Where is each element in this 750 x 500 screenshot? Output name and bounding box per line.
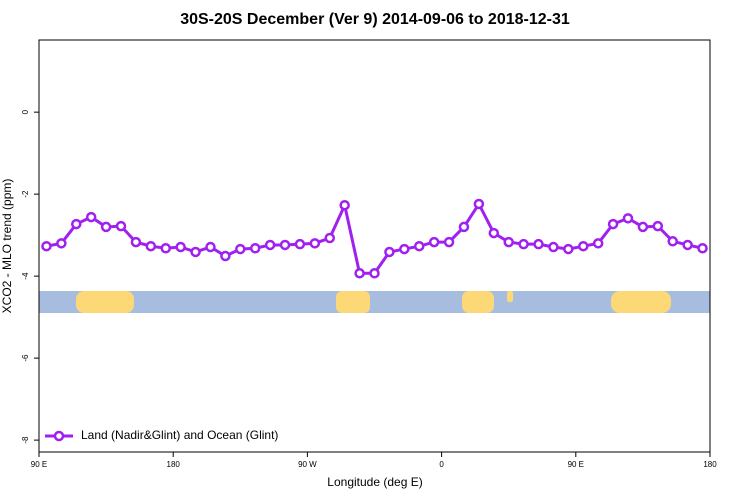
data-point [697,243,708,254]
plot-frame [38,39,711,453]
land-ocean-strip [39,291,710,313]
data-point [41,240,52,252]
data-point [667,236,678,247]
data-point [71,218,82,230]
chart-title: 30S-20S December (Ver 9) 2014-09-06 to 2… [180,11,570,28]
land-area [76,291,134,313]
data-point [324,232,336,244]
x-tick-label: 180 [703,460,717,469]
y-axis-label: XCO2 - MLO trend (ppm) [0,179,14,314]
data-point [85,211,97,223]
data-point [294,238,306,250]
y-tick-label: -6 [21,354,30,362]
data-point [175,241,186,253]
data-point [220,250,231,262]
data-point [458,221,470,233]
y-tick-label: -8 [21,436,30,444]
y-tick-label: 0 [21,109,30,114]
data-point [578,240,589,252]
x-tick-label: 90 W [298,460,317,469]
data-point [637,221,649,233]
data-point [622,213,634,224]
data-point [473,198,485,210]
data-point [533,238,544,250]
data-point [488,227,500,239]
x-tick-label: 90 E [568,460,584,469]
data-point [428,236,440,248]
data-point [115,220,127,232]
data-point [235,243,246,255]
x-tick-label: 180 [167,460,181,469]
data-point [249,243,261,254]
series-line [46,200,703,275]
x-tick-label: 90 E [31,460,47,469]
legend-label: Land (Nadir&Glint) and Ocean (Glint) [81,428,278,442]
data-point [145,240,157,252]
data-point [548,241,559,253]
data-point [592,238,604,249]
data-point [413,240,425,252]
ocean-band [39,291,710,313]
data-point [279,239,291,251]
y-tick-label: -2 [21,190,30,198]
data-point [264,239,276,251]
y-tick-label: -4 [21,272,30,280]
data-point [563,243,574,255]
data-point [130,236,142,248]
data-point [399,243,410,255]
data-point [100,221,112,233]
data-point [369,268,380,279]
data-point [443,236,455,248]
data-point [384,246,395,258]
land-area [336,291,370,313]
data-point [682,239,693,251]
data-point [354,268,365,279]
data-point [503,236,514,248]
data-point [190,246,201,258]
data-point [309,238,321,249]
x-axis-label: Longitude (deg E) [327,475,422,489]
land-area [611,291,671,313]
land-area [462,291,494,313]
data-point [518,238,529,250]
x-tick-label: 0 [439,460,444,469]
data-point [652,220,664,232]
data-point [339,199,350,211]
data-point [56,238,67,249]
land-area [507,291,513,302]
data-point [607,218,619,230]
data-point [160,243,171,254]
legend-marker [53,430,65,442]
data-point [205,241,216,253]
